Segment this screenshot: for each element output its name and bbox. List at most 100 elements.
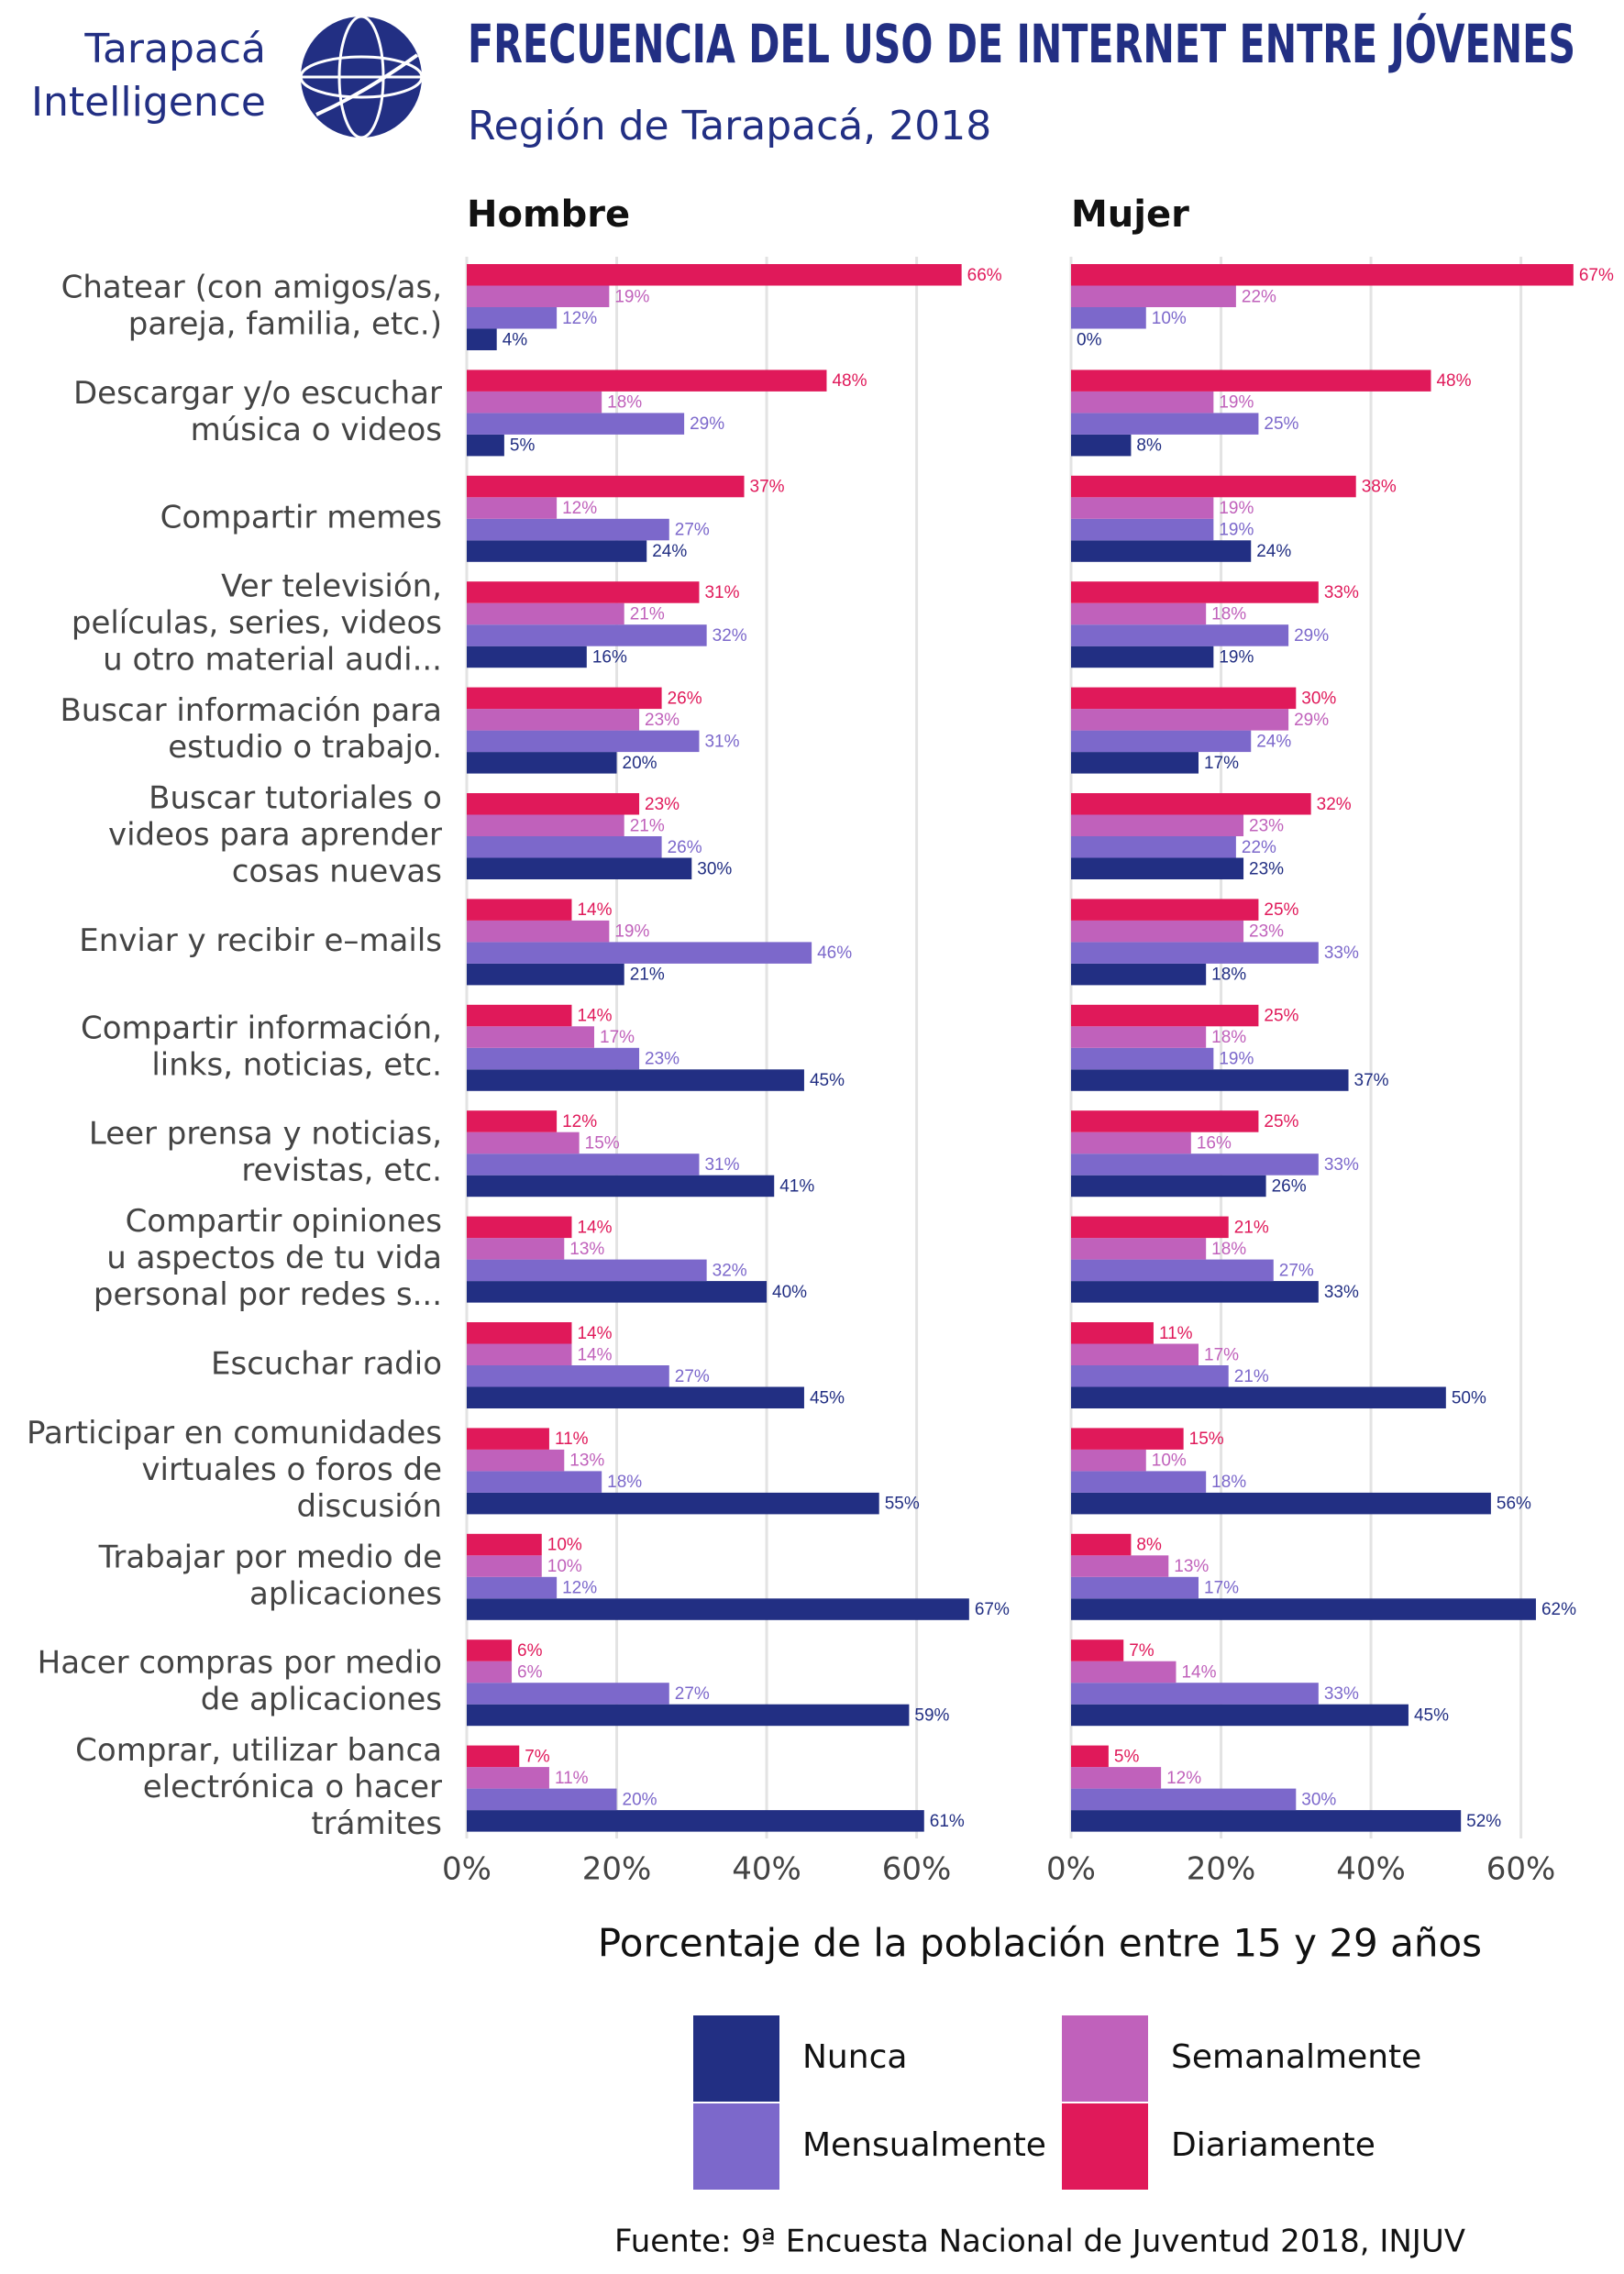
- y-tick-label: u otro material audi...: [103, 642, 442, 679]
- value-label: 32%: [1317, 795, 1352, 814]
- y-tick-label: discusión: [297, 1488, 443, 1525]
- value-label: 24%: [652, 542, 687, 561]
- bar: [467, 1661, 513, 1683]
- value-label: 0%: [1077, 330, 1102, 349]
- bar: [1071, 1238, 1207, 1260]
- logo-globe: [299, 15, 424, 139]
- value-label: 31%: [704, 583, 739, 602]
- x-tick-label: 40%: [732, 1851, 801, 1888]
- bar: [1071, 1281, 1319, 1303]
- bar: [467, 602, 624, 625]
- value-label: 14%: [577, 1218, 612, 1237]
- value-label: 31%: [704, 1155, 739, 1175]
- value-label: 25%: [1264, 414, 1298, 434]
- bar: [1071, 1365, 1229, 1387]
- value-label: 21%: [630, 604, 665, 624]
- bar: [467, 920, 610, 943]
- bar: [1071, 1683, 1319, 1705]
- value-label: 21%: [630, 966, 665, 985]
- y-tick-label: Buscar información para: [60, 692, 442, 729]
- bar: [1071, 518, 1214, 541]
- bar: [1071, 793, 1311, 815]
- value-label: 15%: [585, 1133, 620, 1153]
- y-tick-label: Hacer compras por medio: [38, 1645, 442, 1682]
- value-label: 18%: [1211, 966, 1246, 985]
- bar: [467, 1428, 549, 1450]
- value-label: 33%: [1324, 944, 1359, 963]
- value-label: 29%: [690, 414, 724, 434]
- bar: [1071, 709, 1289, 731]
- bar: [467, 1131, 580, 1154]
- value-label: 48%: [1436, 371, 1471, 391]
- bar: [1071, 836, 1236, 858]
- bar: [1071, 1704, 1409, 1727]
- bar: [1071, 1131, 1191, 1154]
- legend-swatch: [1060, 2102, 1150, 2191]
- value-label: 12%: [562, 1579, 597, 1598]
- x-tick-label: 0%: [442, 1851, 492, 1888]
- bar: [1071, 1598, 1536, 1620]
- legend-label: Diariamente: [1171, 2126, 1375, 2164]
- value-label: 12%: [1166, 1769, 1201, 1788]
- bar: [1071, 1745, 1109, 1768]
- bar: [467, 1004, 572, 1027]
- bar: [467, 540, 647, 562]
- bar: [1071, 1004, 1259, 1027]
- bar: [467, 857, 692, 879]
- bar: [467, 370, 827, 392]
- value-label: 27%: [675, 521, 710, 540]
- value-label: 24%: [1256, 542, 1291, 561]
- bar: [1071, 1428, 1184, 1450]
- y-tick-label: Escuchar radio: [211, 1346, 442, 1383]
- value-label: 48%: [832, 371, 867, 391]
- y-tick-label: virtuales o foros de: [141, 1452, 442, 1488]
- value-label: 46%: [817, 944, 852, 963]
- value-label: 55%: [885, 1495, 920, 1514]
- bar: [467, 624, 707, 646]
- bar: [1071, 434, 1132, 457]
- bar: [467, 752, 617, 774]
- value-label: 23%: [645, 711, 679, 730]
- panel-title: Hombre: [467, 193, 630, 236]
- y-tick-label: Ver televisión,: [221, 568, 442, 605]
- bar: [467, 1598, 969, 1620]
- value-label: 50%: [1452, 1388, 1486, 1407]
- bar: [467, 1365, 669, 1387]
- value-label: 18%: [1211, 1240, 1246, 1259]
- value-label: 6%: [517, 1662, 543, 1682]
- y-tick-label: Chatear (con amigos/as,: [61, 270, 442, 306]
- bar: [1071, 1471, 1207, 1493]
- bar: [1071, 1322, 1154, 1344]
- bar: [467, 1471, 602, 1493]
- value-label: 10%: [1152, 1452, 1187, 1471]
- value-label: 6%: [517, 1641, 543, 1661]
- value-label: 7%: [525, 1747, 550, 1766]
- x-tick-label: 20%: [582, 1851, 652, 1888]
- value-label: 12%: [562, 499, 597, 518]
- bar: [467, 1069, 804, 1091]
- bar: [467, 963, 624, 986]
- y-tick-label: aplicaciones: [249, 1575, 442, 1612]
- value-label: 33%: [1324, 1283, 1359, 1302]
- bar: [467, 942, 812, 964]
- value-label: 19%: [614, 922, 649, 942]
- y-tick-label: Comprar, utilizar banca: [75, 1732, 442, 1769]
- x-tick-label: 0%: [1046, 1851, 1096, 1888]
- value-label: 20%: [623, 1790, 657, 1809]
- value-label: 45%: [810, 1071, 845, 1090]
- bar: [1071, 752, 1199, 774]
- bar: [467, 1110, 558, 1132]
- value-label: 14%: [577, 1324, 612, 1343]
- value-label: 18%: [1211, 604, 1246, 624]
- value-label: 14%: [577, 900, 612, 920]
- value-label: 5%: [1114, 1747, 1140, 1766]
- bar: [467, 285, 610, 307]
- bar: [1071, 264, 1574, 286]
- bar: [467, 1576, 558, 1599]
- value-label: 29%: [1294, 711, 1329, 730]
- logo-line: Tarapacá: [83, 26, 266, 72]
- y-tick-label: u aspectos de tu vida: [106, 1240, 442, 1276]
- legend-label: Semanalmente: [1171, 2038, 1421, 2076]
- value-label: 33%: [1324, 583, 1359, 602]
- bar: [1071, 1154, 1319, 1176]
